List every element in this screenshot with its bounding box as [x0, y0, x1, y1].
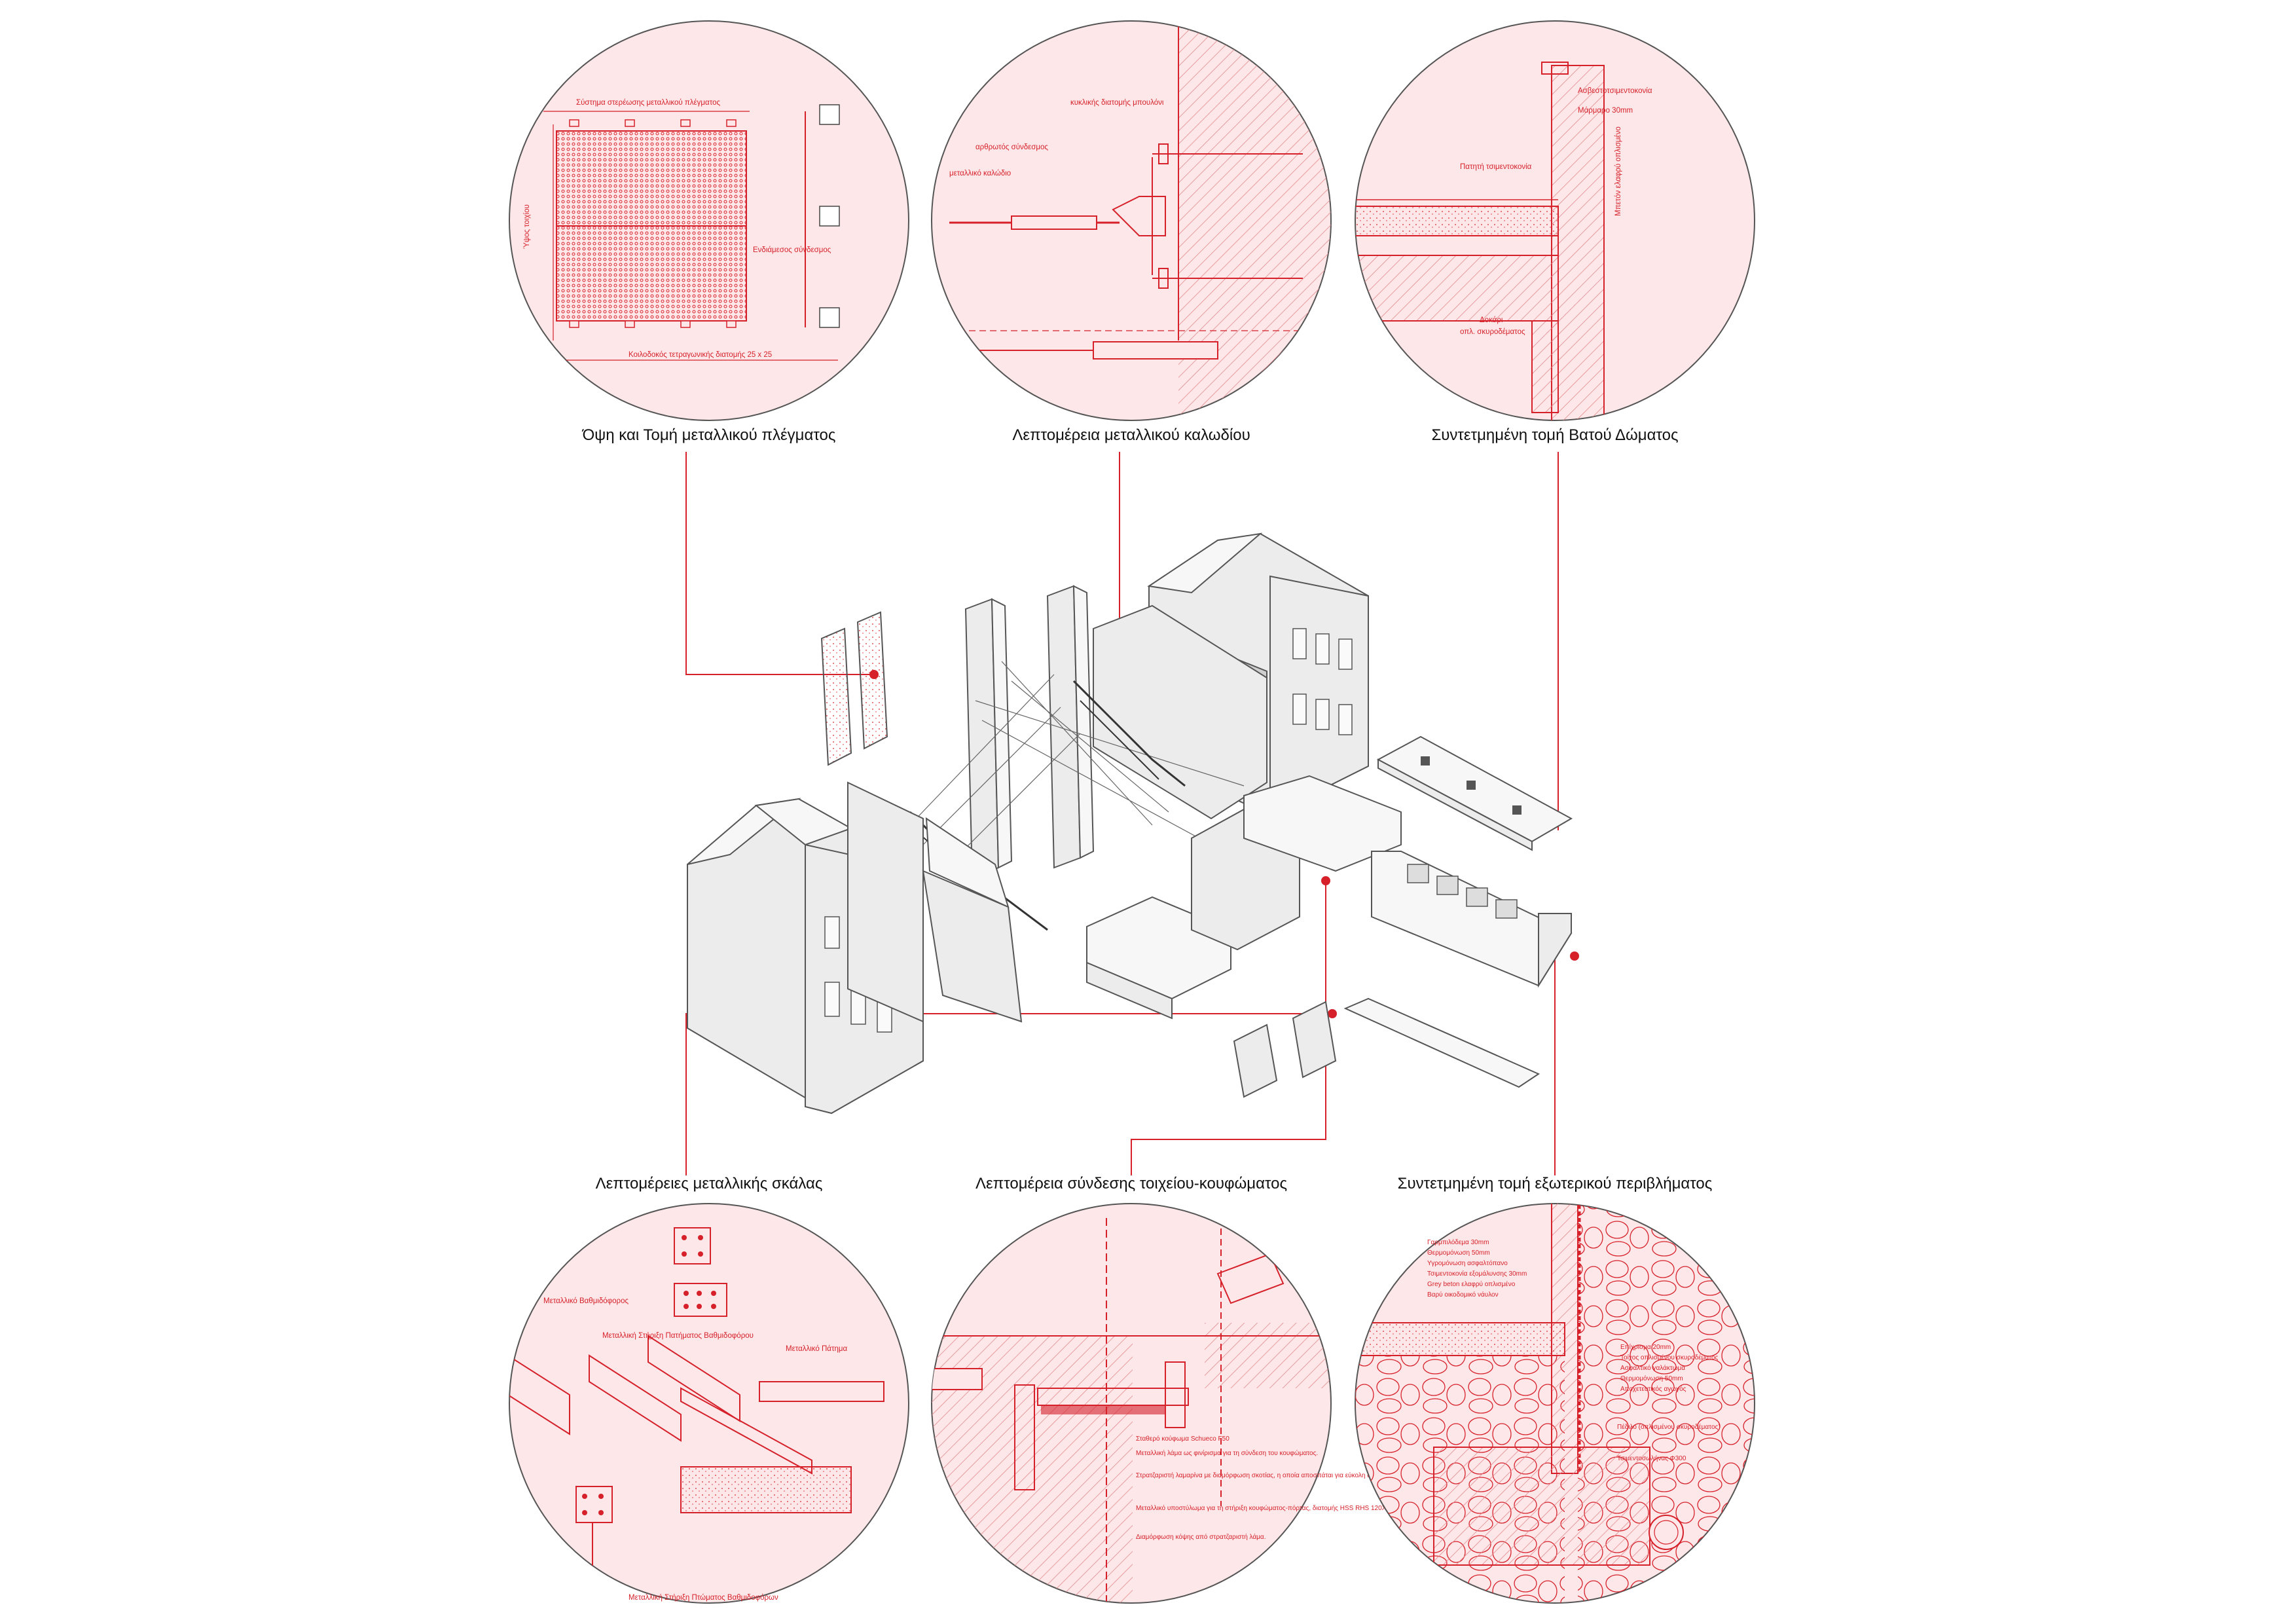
- mesh-top-label: Σύστημα στερέωσης μεταλλικού πλέγματος: [576, 99, 720, 107]
- stair-label-2: Μεταλλική Στήριξη Πατήματος Βαθμιδοφόρου: [602, 1332, 754, 1340]
- detail-circle-frame: Σταθερό κούφωμα Schueco F50 Μεταλλική λά…: [931, 1203, 1461, 1604]
- cable-joint-label: αρθρωτός σύνδεσμος: [975, 143, 1048, 151]
- envelope-label-10: Θερμομόνωση 50mm: [1620, 1375, 1683, 1382]
- frame-label-4: Μεταλλικό υποστύλωμα για τη στήριξη κουφ…: [1136, 1504, 1403, 1512]
- rooms: [1086, 775, 1573, 1020]
- envelope-label-7: Επίχρισμα 20mm: [1620, 1343, 1671, 1351]
- envelope-label-12: Πέδιλο (οπλισμένου σκυροδέματος): [1617, 1423, 1721, 1431]
- envelope-label-1: Γαρμπιλόδεμα 30mm: [1427, 1238, 1489, 1246]
- stair-label-1: Μεταλλικό Βαθμιδόφορος: [543, 1297, 629, 1305]
- detail-circle-mesh: Σύστημα στερέωσης μεταλλικού πλέγματος Ε…: [509, 20, 909, 421]
- mesh-height-label: Ύψος τοιχίου: [523, 204, 531, 249]
- detail-circle-cable: κυκλικής διατομής μπουλόνι αρθρωτός σύνδ…: [931, 20, 1332, 421]
- mesh-bottom-label: Κοιλοδοκός τετραγωνικής διατομής 25 x 25: [629, 351, 772, 359]
- stair-label-4: Μεταλλική Στήριξη Πτώματος Βαθμιδοφόρων: [629, 1594, 778, 1602]
- roof-label-4: Μπετόν ελαφρύ οπλισμένο: [1614, 126, 1622, 216]
- caption-roof: Συντετμημένη τομή Βατού Δώματος: [1431, 426, 1678, 444]
- stair-label-3: Μεταλλικό Πάτημα: [786, 1345, 848, 1353]
- envelope-label-3: Υγρομόνωση ασφαλτόπανο: [1427, 1259, 1508, 1267]
- caption-frame: Λεπτομέρεια σύνδεσης τοιχείου-κουφώματος: [975, 1175, 1287, 1192]
- caption-envelope: Συντετμημένη τομή εξωτερικού περιβλήματο…: [1398, 1175, 1713, 1192]
- frame-label-1: Σταθερό κούφωμα Schueco F50: [1136, 1435, 1230, 1443]
- caption-cable: Λεπτομέρεια μεταλλικού καλωδίου: [1012, 426, 1250, 444]
- roof-label-3: Πατητή τσιμεντοκονία: [1460, 163, 1532, 171]
- roof-label-1: Ασβεστοτσιμεντοκονία: [1578, 87, 1652, 95]
- ramp: [1233, 997, 1540, 1098]
- frame-label-2: Μεταλλική λάμα ως φινίρισμα για τη σύνδε…: [1136, 1449, 1318, 1457]
- envelope-label-4: Τσιμεντοκονία εξομάλυνσης 30mm: [1427, 1270, 1527, 1278]
- roof-label-2: Μάρμαρο 30mm: [1578, 107, 1633, 115]
- mesh-panels: [820, 611, 888, 766]
- envelope-label-11: Αποχετευτικός αγωγός: [1620, 1385, 1686, 1393]
- envelope-label-8: Τοίχος οπλισμένου σκυροδέματος: [1620, 1354, 1719, 1361]
- frame-label-5: Διαμόρφωση κόψης από στρατζαριστή λάμα.: [1136, 1533, 1266, 1541]
- caption-stair: Λεπτομέρειες μεταλλικής σκάλας: [596, 1175, 823, 1192]
- envelope-label-13: Τσιμεντοσωλήνας Φ300: [1617, 1454, 1686, 1462]
- envelope-label-9: Ασφαλτικό γαλάκτωμα: [1620, 1364, 1685, 1372]
- detail-circle-stair: Μεταλλικό Βαθμιδόφορος Μεταλλική Στήριξη…: [509, 1203, 909, 1604]
- captions: Όψη και Τομή μεταλλικού πλέγματος Λεπτομ…: [582, 426, 1713, 1192]
- envelope-label-6: Βαρύ οικοδομικό νάυλον: [1427, 1291, 1499, 1299]
- cable-dowel-label: κυκλικής διατομής μπουλόνι: [1070, 99, 1164, 107]
- cable-label: μεταλλικό καλώδιο: [949, 170, 1011, 177]
- caption-mesh: Όψη και Τομή μεταλλικού πλέγματος: [582, 426, 836, 444]
- roof-label-5: Δοκάρι: [1480, 316, 1503, 324]
- detail-circle-envelope: Γαρμπιλόδεμα 30mm Θερμομόνωση 50mm Υγρομ…: [1355, 1203, 1755, 1604]
- axonometric-model: [687, 532, 1573, 1115]
- roof-slab: [1376, 735, 1573, 851]
- towers: [964, 585, 1267, 879]
- facade-walls: [847, 781, 1023, 1023]
- envelope-label-5: Grey beton ελαφρύ οπλισμένο: [1427, 1280, 1516, 1288]
- leader-lines: [685, 452, 1559, 1175]
- mesh-connection-label: Ενδιάμεσος σύνδεσμος: [753, 246, 831, 254]
- roof-label-6: οπλ. σκυροδέματος: [1460, 328, 1525, 336]
- detail-circle-roof: Ασβεστοτσιμεντοκονία Μάρμαρο 30mm Πατητή…: [1355, 20, 1755, 421]
- envelope-label-2: Θερμομόνωση 50mm: [1427, 1249, 1490, 1257]
